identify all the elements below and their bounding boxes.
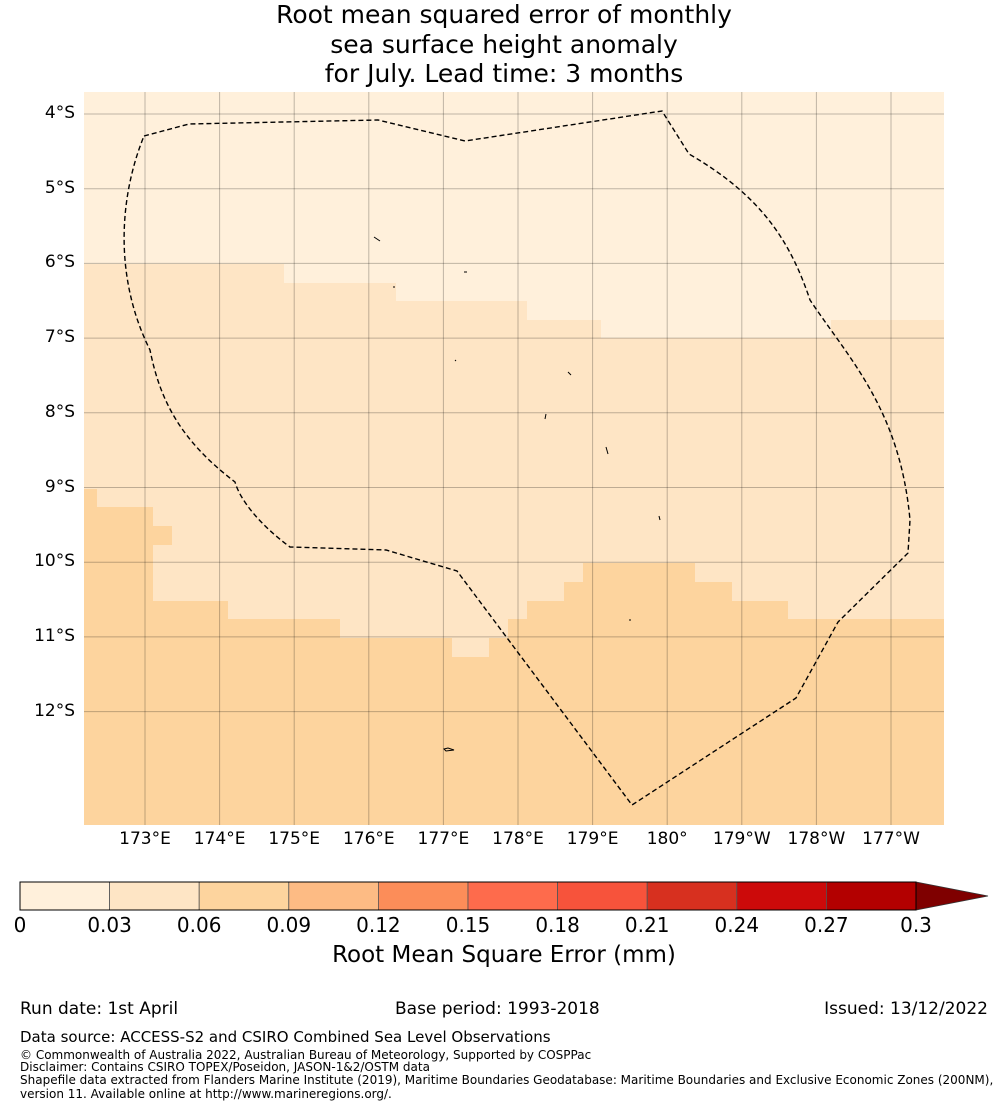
colorbar-segment <box>288 881 379 911</box>
run-date: Run date: 1st April <box>20 999 179 1019</box>
eez-boundary <box>123 110 911 806</box>
latitude-label: 5°S <box>44 177 75 198</box>
colorbar <box>19 881 989 911</box>
colorbar-tick-label: 0.09 <box>266 913 312 937</box>
colorbar-extend-arrow <box>915 881 989 911</box>
latitude-label: 11°S <box>34 625 75 646</box>
colorbar-label: Root Mean Square Error (mm) <box>332 942 676 968</box>
island <box>544 413 547 420</box>
rmse-field <box>84 92 944 825</box>
islands <box>373 236 661 752</box>
colorbar-segment <box>557 881 648 911</box>
colorbar-tick-label: 0.3 <box>900 913 932 937</box>
colorbar-tick-label: 0.03 <box>87 913 132 937</box>
colorbar-segment <box>19 881 110 911</box>
colorbar-segment <box>377 881 469 911</box>
colorbar-outline <box>19 881 917 911</box>
map-title: Root mean squared error of monthly sea s… <box>0 0 1008 89</box>
colorbar-tick-label: 0.15 <box>445 913 491 937</box>
latitude-label: 12°S <box>34 700 75 721</box>
latitude-label: 7°S <box>44 327 75 348</box>
colorbar-tick-label: 0.21 <box>624 913 670 937</box>
colorbar-segment <box>467 881 558 911</box>
island <box>658 515 661 521</box>
title-line-2: sea surface height anomaly <box>330 29 678 59</box>
longitude-label: 179°W <box>712 829 771 849</box>
longitude-label: 177°W <box>862 829 920 849</box>
longitude-label: 178°E <box>492 829 544 849</box>
latitude-label: 6°S <box>44 252 75 273</box>
longitude-label: 179°E <box>566 829 619 849</box>
colorbar-tick-label: 0.12 <box>356 913 401 937</box>
colorbar-segment <box>198 881 290 911</box>
island <box>443 747 455 752</box>
colorbar-tick-label: 0.18 <box>535 913 580 937</box>
title-line-3: for July. Lead time: 3 months <box>324 59 684 88</box>
longitude-label: 175°E <box>268 829 321 849</box>
colorbar-tick-label: 0 <box>13 913 27 937</box>
colorbar-segment <box>736 881 827 911</box>
island <box>567 371 572 376</box>
disclaimer: Disclaimer: Contains CSIRO TOPEX/Poseido… <box>20 1060 430 1074</box>
shapefile-credit: Shapefile data extracted from Flanders M… <box>20 1073 994 1087</box>
colorbar-tick-label: 0.24 <box>714 913 760 937</box>
copyright: © Commonwealth of Australia 2022, Austra… <box>20 1048 592 1062</box>
island <box>605 446 609 455</box>
island <box>373 236 381 242</box>
latitude-label: 8°S <box>44 401 75 422</box>
longitude-label: 178°W <box>787 829 846 849</box>
colorbar-tick-label: 0.06 <box>176 913 222 937</box>
colorbar-segment <box>109 881 200 911</box>
colorbar-segment <box>646 881 738 911</box>
title-line-1: Root mean squared error of monthly <box>276 0 732 29</box>
latitude-label: 9°S <box>44 476 75 497</box>
island <box>454 359 457 362</box>
colorbar-tick-label: 0.27 <box>804 913 849 937</box>
base-period: Base period: 1993-2018 <box>395 999 600 1019</box>
longitude-label: 173°E <box>119 829 171 849</box>
longitude-label: 180° <box>646 829 688 849</box>
longitude-label: 176°E <box>342 829 395 849</box>
shapefile-credit-version: version 11. Available online at http://w… <box>20 1087 392 1101</box>
issued-date: Issued: 13/12/2022 <box>824 999 988 1019</box>
longitude-label: 177°E <box>417 829 470 849</box>
latitude-label: 10°S <box>34 551 75 572</box>
colorbar-segment <box>826 881 917 911</box>
longitude-label: 174°E <box>193 829 246 849</box>
latitude-label: 4°S <box>44 103 75 123</box>
data-source: Data source: ACCESS-S2 and CSIRO Combine… <box>20 1028 551 1046</box>
graticule <box>84 92 944 825</box>
